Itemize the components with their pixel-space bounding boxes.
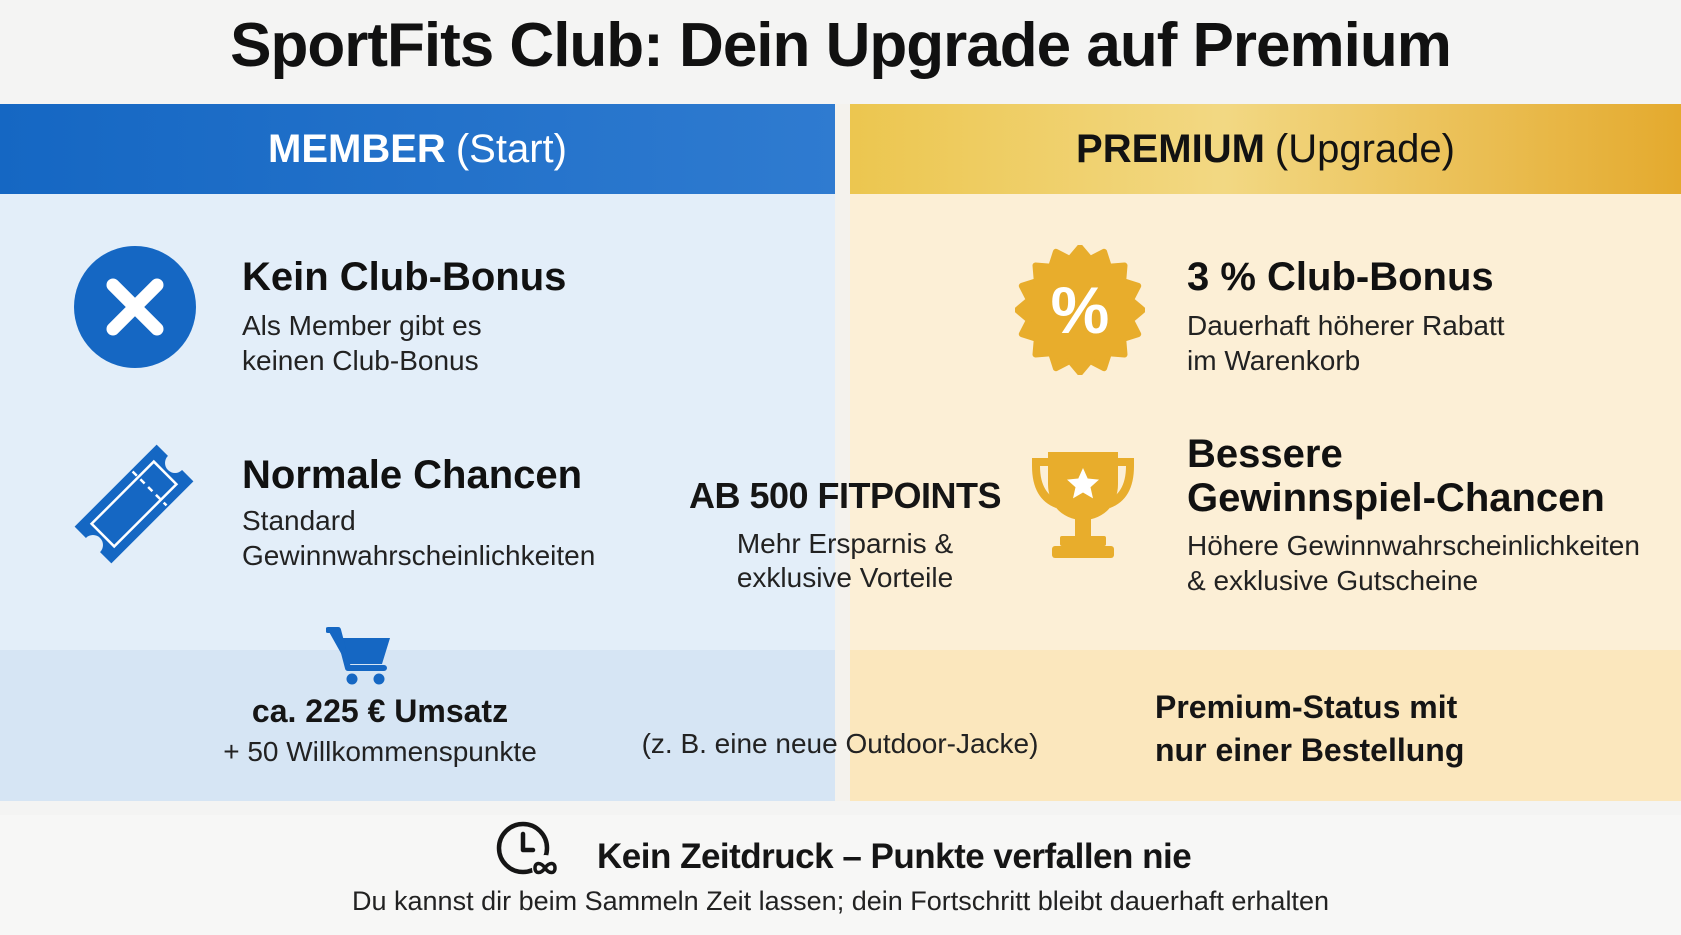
premium-bottom-line1: Premium-Status mit [1155,689,1458,725]
premium-item-1-desc-line2: im Warenkorb [1187,345,1361,376]
percent-badge-icon: % [1015,245,1145,375]
panel-divider [835,104,850,801]
member-item-2-desc-line1: Standard [242,505,356,536]
premium-header-strong: PREMIUM [1076,126,1265,171]
premium-item-2-desc: Höhere Gewinnwahrscheinlichkeiten & exkl… [1187,528,1640,598]
member-header: MEMBER (Start) [0,104,835,194]
member-item-2-desc: Standard Gewinnwahrscheinlichkeiten [242,503,595,573]
threshold-desc-line2: exklusive Vorteile [736,562,954,593]
member-item-1-title: Kein Club-Bonus [242,255,567,299]
member-header-strong: MEMBER [268,126,446,171]
premium-header-rest: (Upgrade) [1274,126,1455,171]
member-item-2-desc-line2: Gewinnwahrscheinlichkeiten [242,540,596,571]
footer-desc: Du kannst dir beim Sammeln Zeit lassen; … [352,886,1329,916]
clock-infinity-icon [496,821,558,881]
threshold-heading: AB 500 FITPOINTS [688,475,1002,516]
svg-text:%: % [1051,273,1110,347]
premium-item-2-desc-line1: Höhere Gewinnwahrscheinlichkeiten [1187,530,1640,561]
member-item-1-desc: Als Member gibt es keinen Club-Bonus [242,308,482,378]
member-bottom-band [0,650,835,801]
premium-item-2-title-line1: Bessere [1187,432,1343,476]
trophy-icon [1032,452,1134,558]
footer [0,815,1681,935]
x-circle-icon [74,246,196,368]
example-text: (z. B. eine neue Outdoor-Jacke) [641,728,1039,759]
member-item-2-title: Normale Chancen [242,453,583,497]
footer-title: Kein Zeitdruck – Punkte verfallen nie [597,837,1192,876]
premium-bottom: Premium-Status mit nur einer Bestellung [1155,686,1515,772]
threshold-box: AB 500 FITPOINTS Mehr Ersparnis & exklus… [675,475,1015,595]
member-bottom-line1: ca. 225 € Umsatz [251,693,509,729]
premium-bottom-line2: nur einer Bestellung [1155,732,1465,768]
page-title: SportFits Club: Dein Upgrade auf Premium [230,11,1452,80]
member-header-rest: (Start) [455,126,567,171]
premium-item-1-desc: Dauerhaft höherer Rabatt im Warenkorb [1187,308,1505,378]
threshold-desc-line1: Mehr Ersparnis & [736,528,954,559]
cart-icon [326,627,390,685]
premium-item-2-title: Bessere Gewinnspiel-Chancen [1187,432,1605,520]
member-item-1-desc-line1: Als Member gibt es [242,310,482,341]
member-bottom-line2: + 50 Willkommenspunkte [223,736,537,767]
premium-item-2-title-line2: Gewinnspiel-Chancen [1187,476,1605,520]
premium-item-1-desc-line1: Dauerhaft höherer Rabatt [1187,310,1505,341]
premium-bottom-band [850,650,1681,801]
premium-item-2-desc-line2: & exklusive Gutscheine [1187,565,1479,596]
member-item-1-desc-line2: keinen Club-Bonus [242,345,479,376]
ticket-icon [74,444,194,564]
member-bottom: ca. 225 € Umsatz + 50 Willkommenspunkte [190,693,570,768]
premium-item-1-title: 3 % Club-Bonus [1187,255,1494,299]
premium-header: PREMIUM (Upgrade) [850,104,1681,194]
threshold-desc: Mehr Ersparnis & exklusive Vorteile [675,527,1015,595]
